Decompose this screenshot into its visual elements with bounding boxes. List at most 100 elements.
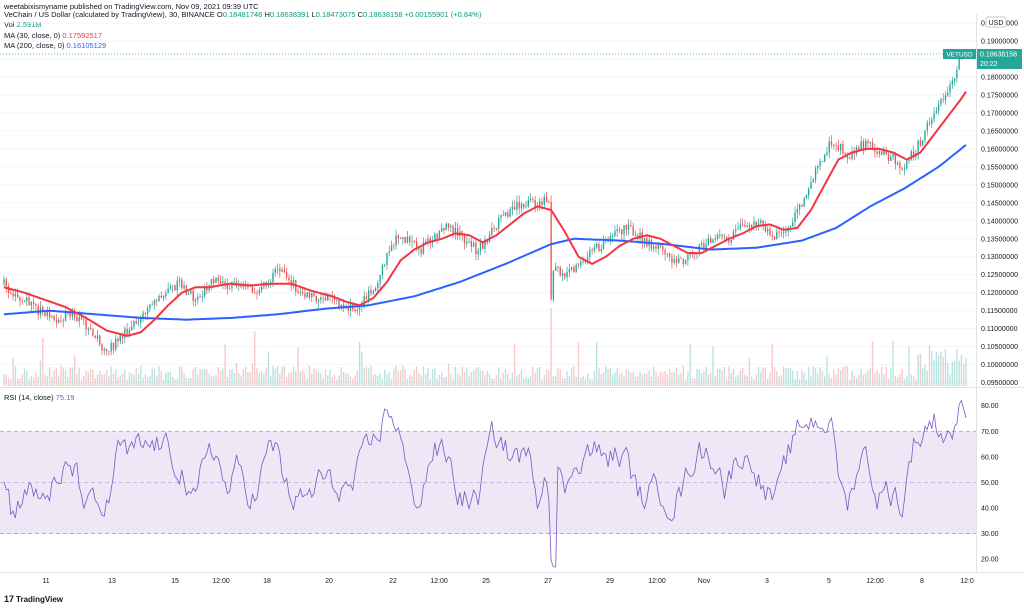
candle-body — [657, 243, 659, 249]
candle-body — [748, 225, 751, 228]
candle-body — [869, 142, 871, 144]
candle-body — [117, 338, 119, 342]
volume-bar — [292, 366, 295, 386]
volume-bar — [780, 375, 783, 386]
candle-body — [525, 206, 527, 208]
candle-body — [406, 236, 409, 243]
volume-bar — [151, 367, 153, 386]
volume-bar — [707, 374, 710, 386]
candle-body — [611, 235, 614, 237]
volume-bar — [956, 349, 958, 386]
candle-body — [482, 242, 484, 249]
volume-bar — [258, 372, 261, 386]
candle-body — [600, 249, 602, 251]
volume-bar — [149, 375, 151, 386]
candle-body — [591, 249, 593, 251]
volume-bar — [548, 370, 550, 386]
volume-bar — [206, 369, 208, 386]
time-tick-label: 25 — [482, 578, 490, 585]
volume-bar — [477, 367, 479, 386]
volume-bar — [238, 372, 240, 386]
volume-bar — [682, 365, 685, 386]
candle-body — [926, 122, 928, 131]
volume-bar — [272, 366, 274, 386]
volume-bar — [276, 365, 279, 386]
candle-body — [577, 264, 580, 266]
volume-bar — [347, 373, 349, 386]
candle-body — [634, 235, 637, 237]
volume-bar — [482, 370, 484, 386]
volume-bar — [662, 372, 664, 386]
volume-bar — [486, 370, 488, 386]
volume-bar — [810, 375, 812, 386]
volume-bar — [308, 365, 311, 386]
volume-bar — [867, 370, 869, 386]
candle-body — [805, 195, 808, 199]
volume-bar — [869, 368, 871, 386]
volume-bar — [23, 368, 26, 386]
volume-bar — [678, 374, 680, 386]
volume-bar — [304, 373, 306, 386]
volume-bar — [368, 368, 370, 386]
volume-bar — [450, 373, 452, 386]
volume-bar — [611, 374, 614, 386]
time-tick-label: 18 — [263, 578, 271, 585]
volume-bar — [16, 378, 19, 386]
candle-body — [12, 293, 14, 297]
candle-body — [199, 296, 201, 298]
tradingview-brand[interactable]: 17 TradingView — [4, 594, 63, 604]
time-axis[interactable]: 11 13 15 12:00 18 20 22 12:00 25 27 29 12:00 Nov 3 5 12… — [42, 578, 974, 585]
chart-legend: VeChain / US Dollar (calculated by Tradi… — [4, 10, 481, 52]
candle-body — [880, 151, 883, 155]
volume-bar — [89, 369, 92, 386]
volume-bar — [80, 379, 83, 386]
volume-bar — [329, 370, 331, 386]
candle-body — [190, 290, 192, 294]
currency-badge[interactable]: USD — [985, 16, 1007, 28]
volume-bar — [115, 369, 117, 386]
volume-bar — [609, 368, 612, 386]
volume-bar — [757, 366, 760, 386]
candle-body — [919, 140, 922, 146]
candle-body — [96, 335, 99, 339]
volume-bar — [374, 374, 377, 386]
volume-bar — [53, 370, 55, 386]
candle-body — [283, 269, 286, 273]
candle-body — [475, 242, 477, 255]
volume-bar — [785, 368, 787, 386]
ma200-value: 0.16105129 — [66, 41, 107, 51]
volume-bar — [523, 378, 525, 386]
volume-bar — [951, 361, 954, 386]
volume-bar — [741, 368, 744, 386]
candle-body — [554, 266, 557, 271]
volume-bar — [568, 375, 571, 386]
volume-bar — [814, 367, 817, 386]
volume-bar — [887, 379, 890, 386]
volume-bar — [878, 373, 881, 386]
candle-body — [399, 238, 402, 240]
candle-body — [596, 243, 598, 248]
candle-body — [422, 242, 425, 254]
ohlc-change: +0.00155901 (+0.84%) — [404, 10, 482, 19]
candle-body — [584, 261, 586, 263]
candle-body — [224, 281, 226, 285]
candle-body — [545, 196, 548, 202]
volume-bar — [596, 342, 598, 386]
volume-label: Vol — [4, 20, 15, 30]
candle-body — [192, 290, 194, 302]
candle-body — [115, 338, 117, 350]
volume-bar — [187, 378, 190, 386]
volume-bar — [190, 377, 192, 386]
volume-bar — [130, 373, 133, 386]
volume-bar — [3, 374, 5, 386]
candle-body — [397, 235, 400, 239]
volume-bar — [415, 366, 418, 386]
volume-bar — [621, 372, 623, 386]
volume-bar — [438, 374, 441, 386]
volume-bar — [830, 377, 833, 386]
price-axis[interactable]: 0.195000000.190000000.185000000.18000000… — [0, 20, 1018, 387]
volume-bar — [554, 376, 557, 386]
candle-body — [425, 241, 427, 243]
volume-bar — [409, 374, 411, 386]
